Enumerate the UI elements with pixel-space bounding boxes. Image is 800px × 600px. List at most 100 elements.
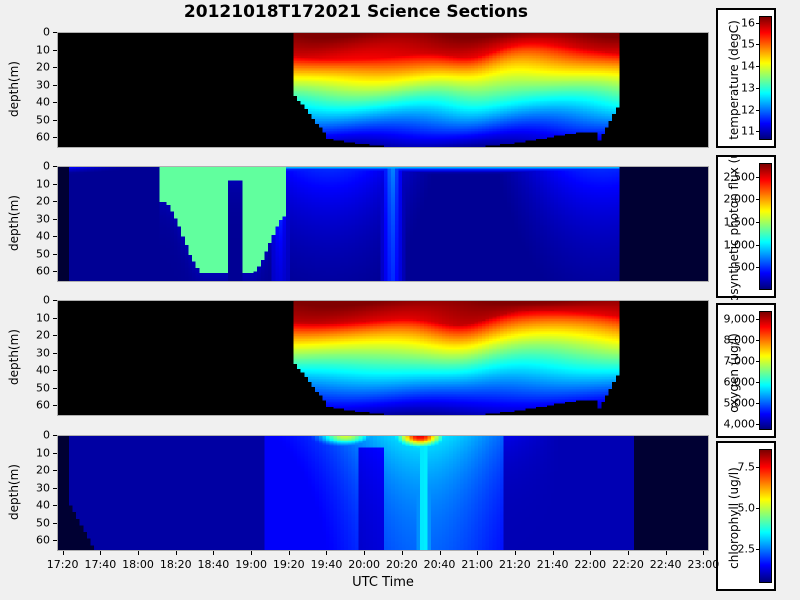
colorbar-chlorophyll: 2.5 5.0 7.5 chlorophyll (ug/l) [716, 441, 776, 591]
colorbar-tick-label: 7.5 [737, 460, 756, 474]
colorbar-oxygen: 4,000 5,000 6,000 7,000 8,000 9,000 oxygen (ug… [716, 303, 776, 438]
x-axis-tick-label: 17:40 [84, 558, 117, 571]
y-axis-label: depth(m) [7, 195, 21, 251]
x-axis-tick-mark [289, 551, 290, 555]
colorbar-tick-label: 6,000 [723, 375, 756, 389]
y-axis-tick-label: 60 [36, 130, 50, 144]
y-axis-tick-label: 10 [36, 43, 50, 57]
y-axis-tick-mark [53, 120, 57, 121]
panel-chlorophyll [57, 435, 709, 551]
colorbar-label-clip: chlorophyll (ug/l) [718, 443, 757, 593]
colorbar-tick-label: 14 [741, 59, 755, 73]
y-axis-tick-label: 10 [36, 311, 50, 325]
y-axis-tick-mark [53, 523, 57, 524]
y-axis-tick-mark [53, 505, 57, 506]
x-axis-tick-label: 18:20 [159, 558, 192, 571]
colorbar-tick-label: 16 [741, 16, 755, 30]
x-axis-tick-label: 22:00 [574, 558, 607, 571]
x-axis-tick-label: 20:00 [348, 558, 381, 571]
colorbar-temperature: 11 12 13 14 15 16 temperature (degC) [716, 8, 776, 148]
colorbar-tick-mark [756, 340, 760, 341]
x-axis-tick-mark [251, 551, 252, 555]
y-axis-tick-mark [53, 67, 57, 68]
y-axis-tick-mark [53, 370, 57, 371]
colorbar-tick-mark [756, 319, 760, 320]
heatmap-canvas [58, 301, 708, 415]
y-axis-tick-mark [53, 470, 57, 471]
colorbar-photosynthetic-photon-flux: 500 1,000 1,500 2,000 2,500 photosynthetic ph… [716, 155, 776, 300]
x-axis-tick-mark [666, 551, 667, 555]
y-axis-tick-mark [53, 254, 57, 255]
y-axis-tick-label: 0 [43, 428, 50, 442]
colorbar-tick-mark [756, 177, 760, 178]
y-axis-tick-mark [53, 335, 57, 336]
y-axis-tick-label: 10 [36, 446, 50, 460]
y-axis-tick-label: 30 [36, 212, 50, 226]
y-axis-tick-mark [53, 32, 57, 33]
y-axis-tick-mark [53, 85, 57, 86]
y-axis-tick-label: 20 [36, 328, 50, 342]
colorbar-tick-label: 2,500 [723, 170, 756, 184]
colorbar-label-clip: temperature (degC) [718, 10, 757, 150]
x-axis-tick-mark [590, 551, 591, 555]
y-axis-tick-mark [53, 137, 57, 138]
colorbar-tick-label: 5,000 [723, 396, 756, 410]
plot-area [58, 301, 708, 415]
y-axis-tick-mark [53, 353, 57, 354]
x-axis-tick-label: 21:40 [536, 558, 569, 571]
x-axis-tick-label: 19:00 [235, 558, 267, 571]
x-axis-tick-label: 21:20 [499, 558, 531, 571]
x-axis-tick-mark [628, 551, 629, 555]
colorbar-tick-mark [756, 403, 760, 404]
x-axis-label: UTC Time [352, 575, 414, 590]
colorbar-tick-mark [756, 88, 760, 89]
y-axis-label: depth(m) [7, 61, 21, 117]
y-axis-tick-label: 20 [36, 194, 50, 208]
colorbar-label-clip: oxygen (ug/l) [718, 305, 757, 440]
x-axis-tick-label: 23:00 [687, 558, 720, 571]
colorbar-tick-label: 2,000 [723, 192, 756, 206]
x-axis-tick-mark [138, 551, 139, 555]
colorbar-tick-label: 9,000 [723, 312, 756, 326]
colorbar-tick-mark [756, 382, 760, 383]
colorbar-tick-mark [756, 66, 760, 67]
x-axis-tick-mark [477, 551, 478, 555]
plot-area [58, 436, 708, 550]
y-axis-tick-mark [53, 405, 57, 406]
y-axis-label: depth(m) [7, 329, 21, 385]
heatmap-canvas [58, 167, 708, 281]
x-axis-tick-label: 20:40 [423, 558, 456, 571]
colorbar-tick-label: 8,000 [723, 333, 756, 347]
colorbar-tick-label: 2.5 [737, 542, 756, 556]
heatmap-canvas [58, 33, 708, 147]
colorbar-tick-label: 1,500 [723, 215, 756, 229]
x-axis-tick-mark [326, 551, 327, 555]
y-axis-tick-mark [53, 435, 57, 436]
colorbar-tick-label: 13 [741, 81, 755, 95]
y-axis-tick-label: 20 [36, 60, 50, 74]
colorbar-tick-mark [756, 199, 760, 200]
x-axis-tick-mark [440, 551, 441, 555]
colorbar-gradient [759, 16, 772, 140]
y-axis-tick-label: 40 [36, 229, 50, 243]
colorbar-tick-label: 7,000 [723, 354, 756, 368]
x-axis-tick-mark [176, 551, 177, 555]
x-axis-tick-label: 17:20 [46, 558, 79, 571]
x-axis-tick-mark [364, 551, 365, 555]
y-axis-tick-mark [53, 219, 57, 220]
colorbar-tick-mark [756, 508, 760, 509]
y-axis-tick-label: 60 [36, 398, 50, 412]
y-axis-tick-label: 30 [36, 78, 50, 92]
y-axis-tick-mark [53, 271, 57, 272]
colorbar-tick-mark [756, 23, 760, 24]
y-axis-tick-label: 60 [36, 264, 50, 278]
colorbar-tick-mark [756, 44, 760, 45]
y-axis-tick-label: 0 [43, 159, 50, 173]
colorbar-axis-label: oxygen (ug/l) [727, 332, 741, 413]
y-axis-tick-mark [53, 50, 57, 51]
x-axis-tick-label: 20:20 [385, 558, 418, 571]
colorbar-tick-mark [756, 424, 760, 425]
panel-photosynthetic-photon-flux [57, 166, 709, 282]
y-axis-tick-label: 10 [36, 177, 50, 191]
